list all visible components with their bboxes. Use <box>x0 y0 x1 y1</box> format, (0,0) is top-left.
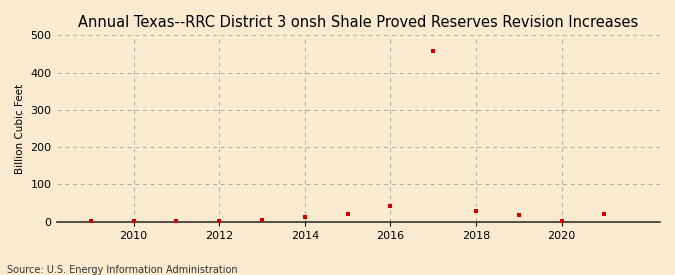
Point <box>214 218 225 223</box>
Point <box>43 219 53 224</box>
Point <box>342 211 353 216</box>
Y-axis label: Billion Cubic Feet: Billion Cubic Feet <box>15 84 25 174</box>
Point <box>256 218 267 222</box>
Point <box>599 212 610 216</box>
Point <box>85 219 96 224</box>
Title: Annual Texas--RRC District 3 onsh Shale Proved Reserves Revision Increases: Annual Texas--RRC District 3 onsh Shale … <box>78 15 639 30</box>
Point <box>171 219 182 224</box>
Point <box>385 204 396 208</box>
Text: Source: U.S. Energy Information Administration: Source: U.S. Energy Information Administ… <box>7 265 238 275</box>
Point <box>300 215 310 219</box>
Point <box>470 208 481 213</box>
Point <box>128 219 139 223</box>
Point <box>514 213 524 217</box>
Point <box>428 49 439 53</box>
Point <box>556 219 567 223</box>
